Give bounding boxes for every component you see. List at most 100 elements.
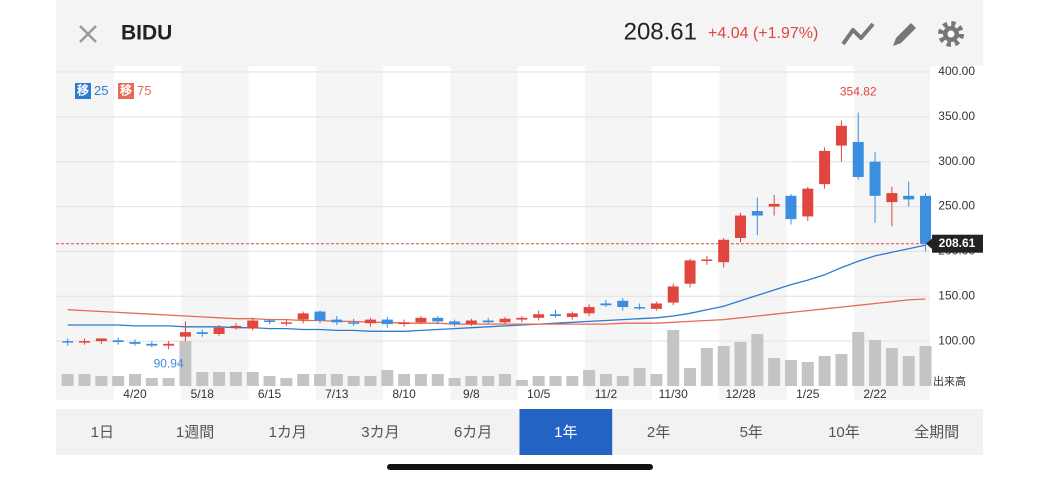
tab-label[interactable]: 6カ月 (454, 424, 492, 441)
y-tick-label: 350.00 (938, 109, 975, 123)
candle-body (314, 311, 326, 321)
last-price-label: 208.61 (939, 236, 976, 250)
candle-body (247, 320, 259, 329)
candle-body (398, 322, 410, 325)
last-price-tag (932, 234, 983, 253)
tab-label[interactable]: 3カ月 (361, 424, 399, 441)
volume-bar (869, 340, 882, 386)
header-bar (56, 0, 983, 66)
background-stripe (181, 66, 249, 400)
volume-bar (700, 348, 713, 386)
legend-prefix: 移 (120, 83, 132, 98)
draw-button[interactable] (893, 23, 916, 46)
y-tick-label: 250.00 (938, 199, 975, 213)
volume-bar (196, 372, 209, 386)
legend-prefix: 移 (77, 83, 89, 98)
candle-body (852, 141, 864, 177)
legend-badge (118, 83, 134, 99)
candle-body (819, 150, 831, 185)
candle-body (499, 318, 511, 323)
volume-bar (280, 378, 293, 386)
y-tick-label: 300.00 (938, 154, 975, 168)
settings-button[interactable] (938, 21, 964, 47)
tab[interactable] (519, 409, 613, 455)
background-stripe (584, 66, 653, 400)
candle-body (364, 319, 376, 324)
moving-average-line (67, 244, 926, 332)
tab-label[interactable]: 1年 (554, 424, 577, 441)
volume-bar (784, 360, 797, 386)
candle-body (348, 322, 360, 324)
x-tick-label: 8/10 (392, 387, 416, 401)
candle-body (95, 338, 107, 342)
volume-bar (482, 376, 495, 386)
candle-body (280, 322, 292, 324)
volume-bar (179, 341, 192, 386)
x-tick-label: 5/18 (191, 387, 215, 401)
candle-body (465, 320, 477, 325)
last-price-tag-arrow (926, 237, 933, 250)
tab-label[interactable]: 1週間 (176, 424, 214, 441)
volume-bar (213, 372, 226, 386)
volume-bar (246, 372, 259, 386)
candle-body (617, 300, 629, 308)
volume-bar (751, 334, 764, 386)
max-label: 354.82 (840, 85, 877, 99)
candle-body (903, 195, 915, 200)
volume-bar (263, 376, 276, 386)
volume-bar (616, 376, 629, 386)
chart-type-button[interactable] (841, 22, 875, 46)
candle-body (634, 307, 646, 309)
candle-body (415, 317, 427, 323)
volume-bar (717, 346, 730, 386)
candle-body (516, 317, 528, 320)
volume-bar (515, 380, 528, 386)
candle-body (600, 303, 612, 306)
tab-label[interactable]: 5年 (740, 424, 763, 441)
candle-body (785, 195, 797, 220)
tab-label[interactable]: 2年 (647, 424, 670, 441)
candle-body (297, 313, 309, 320)
candle-body (112, 340, 124, 343)
volume-bar (297, 374, 310, 386)
volume-bar (684, 368, 697, 386)
volume-bar (852, 332, 865, 386)
home-indicator (387, 464, 653, 470)
legend-name: 75 (137, 83, 151, 98)
candle-body (213, 327, 225, 334)
candle-body (549, 314, 561, 317)
candle-body (751, 211, 763, 216)
candle-body (768, 203, 780, 207)
candle-body (684, 260, 696, 284)
min-label: 90.94 (154, 356, 184, 370)
volume-bar (95, 376, 108, 386)
candle-body (146, 343, 158, 346)
moving-average-line (67, 298, 926, 325)
volume-bar (112, 376, 125, 386)
volume-bar (818, 356, 831, 386)
y-tick-label: 150.00 (938, 288, 975, 302)
price-change: +4.04 (+1.97%) (708, 25, 818, 42)
tab-label[interactable]: 1日 (91, 424, 114, 441)
volume-bar (381, 370, 394, 386)
volume-bar (465, 376, 478, 386)
plot: 400.00350.00300.00250.00200.00150.00100.… (56, 64, 983, 401)
volume-bar (431, 374, 444, 386)
volume-bar (650, 374, 663, 386)
volume-bar (364, 376, 377, 386)
tab-label[interactable]: 1カ月 (269, 424, 307, 441)
volume-bar (78, 374, 91, 386)
candle-body (533, 314, 545, 318)
close-button[interactable] (79, 25, 97, 43)
candle-body (802, 188, 814, 217)
tabs: 1日 1週間 1カ月 3カ月 6カ月 1年 2年 5年 10年 全期間 (91, 409, 959, 455)
candle-body (331, 319, 343, 323)
volume-bar (583, 370, 596, 386)
background-stripe (56, 66, 114, 400)
tab-label[interactable]: 全期間 (914, 423, 959, 441)
volume-bar (414, 374, 427, 386)
tab-label[interactable]: 10年 (828, 424, 860, 441)
x-tick-label: 12/28 (725, 387, 755, 401)
volume-bar (667, 330, 680, 386)
